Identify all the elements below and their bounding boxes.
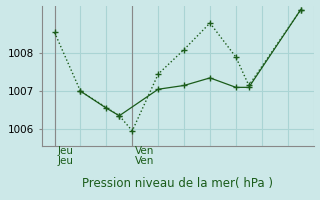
Text: Pression niveau de la mer( hPa ): Pression niveau de la mer( hPa )	[82, 177, 273, 190]
Text: Jeu: Jeu	[57, 146, 73, 156]
Text: Jeu: Jeu	[57, 156, 73, 166]
Text: Ven: Ven	[135, 146, 154, 156]
Text: Ven: Ven	[135, 156, 154, 166]
